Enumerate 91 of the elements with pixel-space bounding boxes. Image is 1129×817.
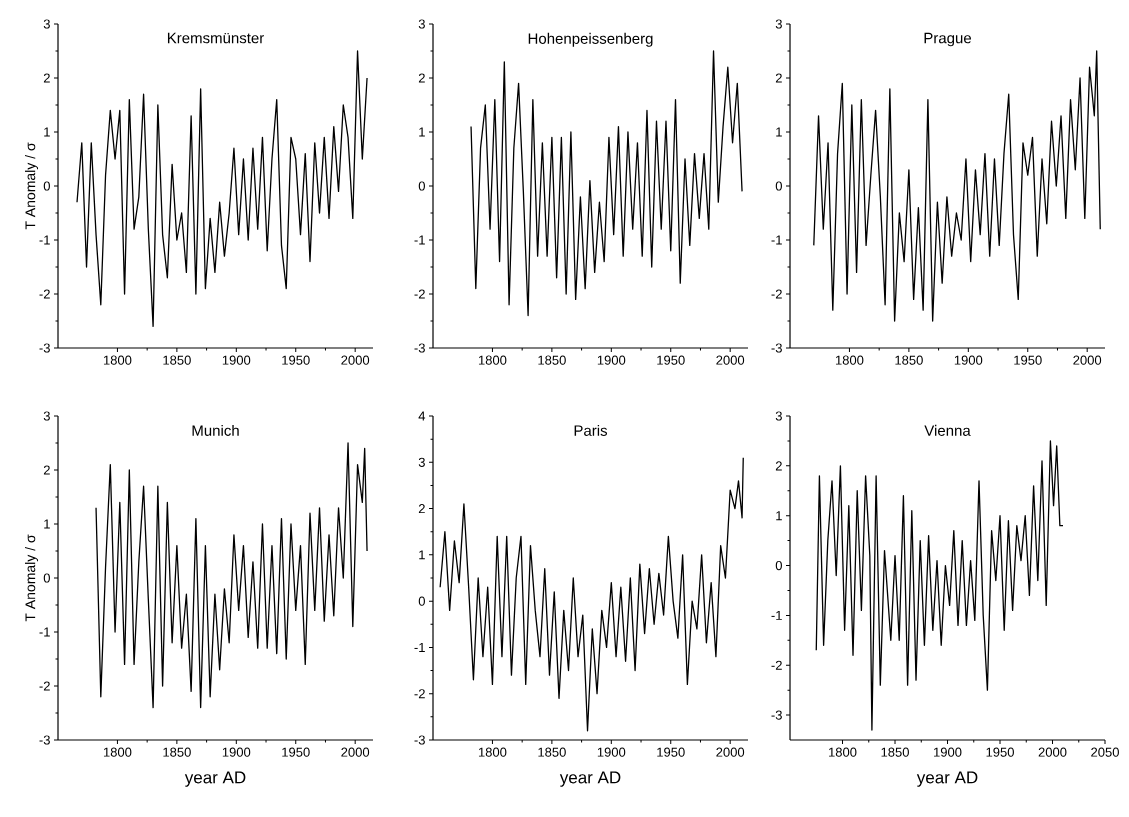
x-tick-label: 1950 bbox=[986, 747, 1014, 757]
y-tick-label: 2 bbox=[775, 73, 782, 83]
y-tick-label: 0 bbox=[775, 560, 782, 571]
y-tick-label: 2 bbox=[775, 461, 782, 471]
y-tick-label: 2 bbox=[43, 73, 50, 83]
y-tick-label: 1 bbox=[776, 127, 782, 137]
y-tick-label: -1 bbox=[39, 235, 50, 245]
x-tick-label: 1850 bbox=[895, 355, 923, 365]
y-tick-label: -1 bbox=[771, 235, 782, 245]
y-axis-title: T Anomaly / σ bbox=[24, 534, 39, 622]
y-tick-label: 3 bbox=[775, 411, 782, 421]
x-tick-label: 2000 bbox=[716, 355, 745, 365]
y-tick-label: -3 bbox=[39, 735, 50, 745]
y-tick-label: -1 bbox=[414, 642, 425, 652]
chart-title: Vienna bbox=[924, 424, 971, 436]
y-tick-label: 1 bbox=[419, 550, 425, 560]
x-tick-label: 1800 bbox=[835, 355, 864, 365]
y-tick-label: 3 bbox=[775, 19, 782, 29]
y-tick-label: 0 bbox=[775, 181, 782, 191]
x-tick-label: 1950 bbox=[657, 747, 685, 757]
y-tick-label: 1 bbox=[44, 519, 50, 529]
x-tick-label: 1800 bbox=[478, 355, 507, 365]
x-tick-label: 1850 bbox=[163, 747, 191, 757]
y-tick-label: -2 bbox=[771, 289, 782, 299]
y-tick-label: 3 bbox=[418, 19, 425, 29]
y-axis-title: T Anomaly / σ bbox=[24, 142, 39, 230]
y-tick-label: -2 bbox=[39, 681, 50, 691]
line-series bbox=[470, 50, 743, 317]
y-tick-label: 3 bbox=[43, 411, 50, 421]
text: Prague bbox=[924, 32, 972, 47]
x-tick-label: 1950 bbox=[657, 355, 685, 365]
x-tick-label: 1850 bbox=[881, 747, 909, 757]
line-series bbox=[95, 442, 368, 709]
x-tick-label: 1900 bbox=[222, 747, 251, 757]
x-tick-label: 1900 bbox=[934, 747, 962, 757]
x-tick-label: 1950 bbox=[1014, 355, 1042, 365]
x-tick-label: 1900 bbox=[954, 355, 983, 365]
x-tick-label: 1850 bbox=[538, 747, 566, 757]
x-axis-title: year AD bbox=[916, 771, 978, 787]
x-tick-label: 2000 bbox=[341, 355, 370, 365]
y-tick-label: -1 bbox=[39, 627, 50, 637]
y-tick-label: 1 bbox=[776, 511, 782, 521]
text: Hohenpeissenberg bbox=[528, 32, 653, 47]
y-tick-label: -3 bbox=[771, 343, 782, 353]
y-tick-label: 0 bbox=[43, 573, 50, 583]
y-tick-label: -1 bbox=[414, 235, 425, 245]
y-tick-label: 0 bbox=[43, 181, 50, 191]
chart-title: Paris bbox=[574, 424, 608, 436]
x-tick-label: 1850 bbox=[163, 355, 191, 365]
x-tick-label: 1850 bbox=[538, 355, 566, 365]
x-axis-title: year AD bbox=[559, 771, 621, 787]
x-tick-label: 2000 bbox=[1038, 747, 1067, 757]
x-tick-label: 2050 bbox=[1091, 747, 1119, 757]
line-series bbox=[76, 50, 368, 328]
y-tick-label: -2 bbox=[414, 689, 425, 699]
x-tick-label: 2000 bbox=[1073, 355, 1102, 365]
x-axis-title: year AD bbox=[184, 771, 246, 787]
y-tick-label: -2 bbox=[414, 289, 425, 299]
x-tick-label: 1800 bbox=[829, 747, 857, 757]
y-tick-label: -3 bbox=[414, 735, 425, 745]
line-series bbox=[813, 50, 1101, 322]
x-tick-label: 1950 bbox=[282, 747, 310, 757]
line-series bbox=[439, 457, 744, 732]
y-tick-label: -2 bbox=[39, 289, 50, 299]
x-tick-label: 1900 bbox=[597, 355, 626, 365]
y-tick-label: 3 bbox=[43, 19, 50, 29]
y-tick-label: 2 bbox=[418, 504, 425, 514]
y-tick-label: 4 bbox=[418, 411, 426, 421]
x-tick-label: 1900 bbox=[597, 747, 626, 757]
y-tick-label: -3 bbox=[39, 343, 50, 353]
chart-title: Munich bbox=[192, 424, 239, 436]
x-tick-label: 1800 bbox=[478, 747, 507, 757]
x-tick-label: 2000 bbox=[716, 747, 745, 757]
y-tick-label: -2 bbox=[771, 660, 782, 670]
y-tick-label: 1 bbox=[419, 127, 425, 137]
x-tick-label: 1800 bbox=[103, 747, 132, 757]
y-tick-label: 2 bbox=[418, 73, 425, 83]
x-tick-label: 1800 bbox=[103, 355, 132, 365]
x-tick-label: 2000 bbox=[341, 747, 370, 757]
y-tick-label: -3 bbox=[771, 710, 782, 720]
y-tick-label: -3 bbox=[414, 343, 425, 353]
y-tick-label: 0 bbox=[418, 596, 425, 606]
y-tick-label: 3 bbox=[418, 457, 425, 467]
y-tick-label: 0 bbox=[418, 181, 425, 191]
x-tick-label: 1900 bbox=[222, 355, 251, 365]
line-series bbox=[815, 440, 1064, 731]
chart-title: Kremsmünster bbox=[167, 32, 264, 44]
x-tick-label: 1950 bbox=[282, 355, 310, 365]
y-tick-label: -1 bbox=[771, 610, 782, 620]
y-tick-label: 2 bbox=[43, 465, 50, 475]
y-tick-label: 1 bbox=[44, 127, 50, 137]
